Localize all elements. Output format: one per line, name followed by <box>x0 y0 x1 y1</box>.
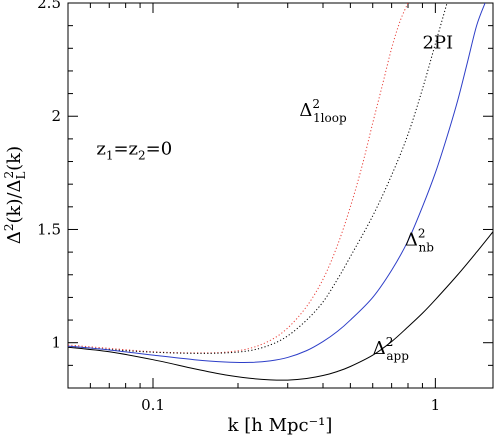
tick-labels: 1 1.5 2 2.5 0.1 1 <box>37 0 440 414</box>
y-tick-label: 2.5 <box>37 0 61 12</box>
series-1loop-line <box>68 3 409 354</box>
x-axis-label: k [h Mpc⁻¹] <box>228 415 333 436</box>
annotations: z1=z2=0 2PI Δ2 1loop Δ2 nb Δ2 app <box>96 32 453 363</box>
series-2pi-line <box>68 3 448 354</box>
series-lines <box>68 3 493 381</box>
y-tick-label: 2 <box>51 107 61 125</box>
annotation-label-1loop: Δ2 1loop <box>299 97 347 125</box>
annotation-z-label: z1=z2=0 <box>96 139 172 163</box>
series-nb-line <box>68 3 486 363</box>
x-tick-label: 1 <box>431 396 441 414</box>
annotation-label-app: Δ2 app <box>373 335 409 363</box>
plot-frame <box>67 2 494 389</box>
annotation-label-nb: Δ2 nb <box>405 226 434 254</box>
y-tick-label: 1.5 <box>37 220 61 238</box>
y-tick-label: 1 <box>51 334 61 352</box>
series-app-line <box>68 231 493 381</box>
annotation-label-2pi: 2PI <box>422 32 453 53</box>
x-tick-label: 0.1 <box>141 396 165 414</box>
ticks <box>67 2 493 389</box>
y-axis-label: Δ2(k)/ΔL2(k) <box>2 146 28 244</box>
